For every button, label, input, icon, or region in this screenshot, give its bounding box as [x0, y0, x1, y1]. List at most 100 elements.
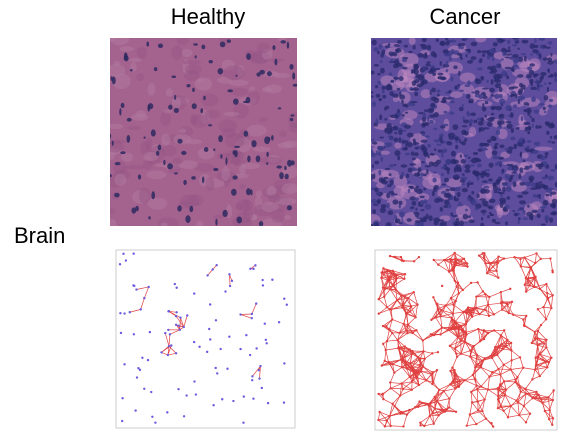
tissue-blot [485, 145, 493, 159]
graph-edge [378, 298, 388, 308]
nucleus [427, 70, 434, 75]
nucleus [519, 200, 526, 205]
nucleus [432, 177, 437, 183]
graph-edge [402, 349, 410, 359]
nucleus [410, 167, 418, 171]
nucleus [482, 95, 488, 100]
nucleus [546, 86, 550, 93]
graph-edge [436, 401, 448, 411]
nucleus [411, 80, 417, 86]
nucleus [433, 127, 438, 131]
graph-edge [510, 367, 524, 370]
nucleus [414, 197, 420, 201]
graph-edge [251, 303, 257, 315]
nucleus [227, 89, 234, 93]
graph-node [410, 380, 414, 383]
graph-edge [503, 410, 509, 418]
graph-edge [493, 309, 503, 315]
graph-edge [479, 313, 490, 317]
graph-node [449, 257, 452, 261]
nucleus [193, 43, 198, 46]
graph-edge [542, 397, 549, 404]
nucleus [454, 221, 460, 226]
graph-edge [534, 253, 537, 264]
nucleus [509, 56, 514, 60]
nucleus [371, 91, 374, 94]
graph-node [403, 272, 407, 276]
tissue-blot [136, 46, 148, 59]
graph-node [476, 409, 480, 412]
nucleus [388, 173, 392, 177]
graph-edge [519, 413, 531, 416]
graph-node [476, 388, 479, 391]
nucleus [461, 173, 465, 176]
tissue-blot [500, 57, 514, 71]
graph-edge [389, 405, 395, 417]
graph-node [449, 369, 452, 373]
graph-node [506, 416, 510, 419]
nucleus [135, 205, 139, 212]
graph-edge [407, 330, 417, 334]
graph-edge [450, 370, 456, 379]
nucleus [443, 221, 447, 226]
graph-edge [183, 315, 188, 328]
tissue-blot [110, 218, 117, 226]
graph-edge [175, 315, 185, 328]
nucleus [467, 48, 471, 54]
graph-node [249, 267, 252, 270]
nucleus [416, 188, 423, 195]
graph-node [519, 257, 522, 261]
nucleus [512, 38, 519, 40]
nucleus [466, 110, 470, 116]
graph-edge [378, 306, 388, 314]
graph-node [214, 366, 217, 370]
nucleus [378, 169, 382, 176]
nucleus [385, 127, 393, 132]
graph-node [533, 337, 537, 340]
graph-edge [390, 425, 404, 427]
nucleus [406, 132, 414, 138]
graph-node [255, 347, 258, 350]
graph-edge [525, 393, 533, 399]
tissue-blot [181, 60, 202, 65]
graph-node [489, 262, 492, 266]
nucleus [492, 42, 498, 47]
nucleus [393, 137, 399, 143]
graph-node [377, 297, 380, 301]
graph-edge [527, 267, 531, 280]
nucleus [243, 130, 249, 137]
nucleus [380, 207, 386, 214]
graph-edge [422, 366, 432, 375]
nucleus [421, 38, 427, 43]
nucleus [448, 55, 452, 62]
graph-node [454, 410, 458, 413]
nucleus [467, 215, 472, 218]
graph-edge [499, 384, 506, 396]
graph-node [402, 350, 406, 353]
graph-node [465, 312, 468, 315]
graph-edge [445, 300, 456, 306]
tissue-blot [502, 161, 519, 166]
nucleus [381, 179, 388, 185]
graph-node [385, 339, 389, 343]
nucleus [481, 50, 488, 54]
graph-edge [472, 313, 480, 318]
nucleus [504, 147, 511, 151]
nucleus [518, 88, 523, 94]
graph-edge [534, 330, 539, 339]
graph-node [483, 252, 486, 255]
tissue-blot [468, 126, 477, 137]
graph-edge [411, 364, 421, 369]
graph-node [251, 378, 254, 382]
nucleus [537, 163, 543, 170]
graph-edge [397, 339, 406, 347]
tissue-blot [258, 117, 268, 123]
nucleus [506, 39, 511, 45]
graph-node [547, 360, 551, 364]
nucleus [457, 42, 463, 47]
nucleus [445, 69, 449, 73]
tissue-blot [163, 109, 173, 114]
tissue-blot [288, 122, 297, 133]
nucleus [459, 167, 462, 173]
graph-node [465, 308, 469, 311]
